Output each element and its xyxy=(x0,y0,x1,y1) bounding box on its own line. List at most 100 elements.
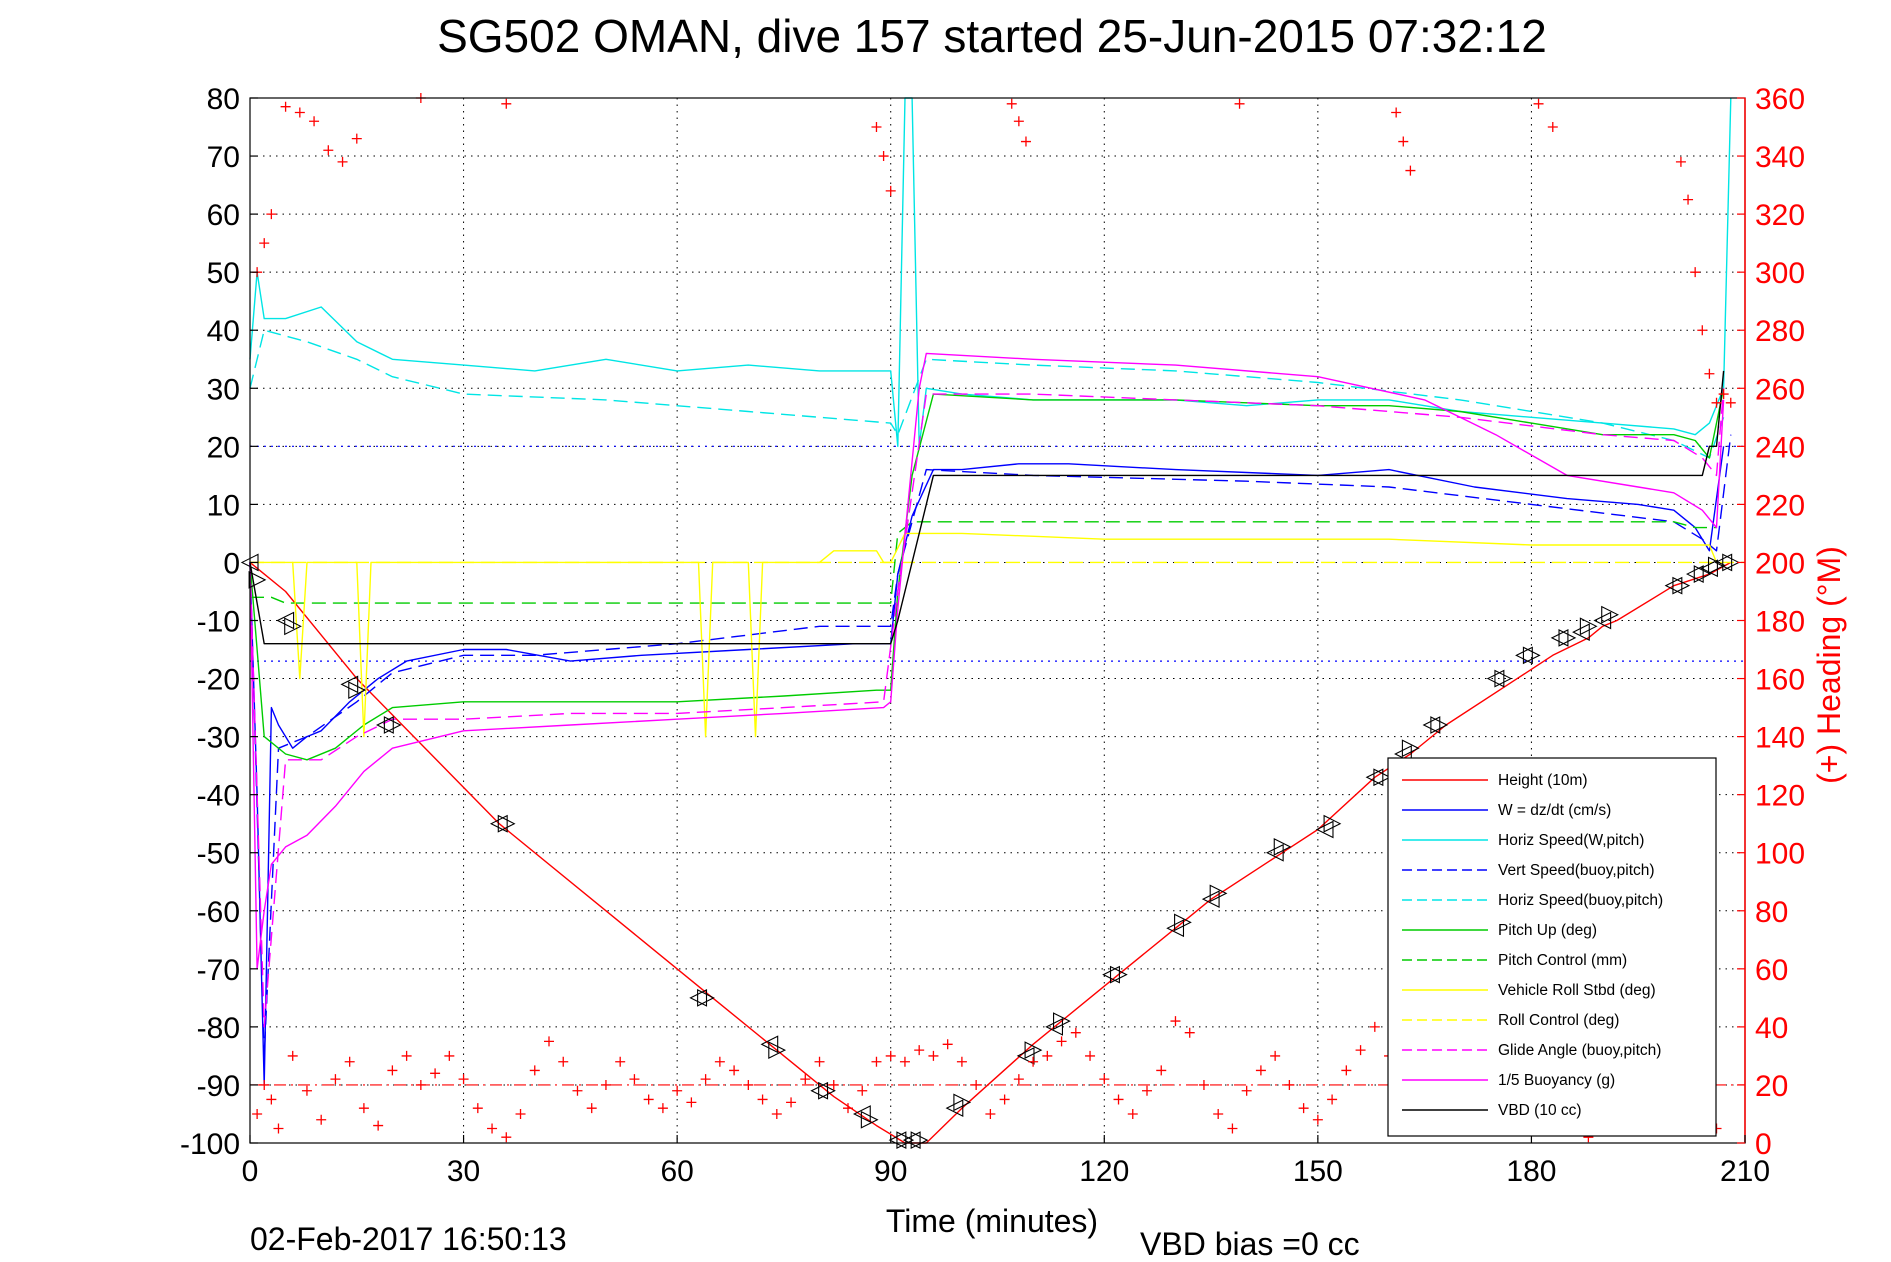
heading-point xyxy=(358,1103,369,1114)
heading-point xyxy=(444,1050,455,1061)
legend-entry: Vert Speed(buoy,pitch) xyxy=(1498,862,1655,879)
heading-point xyxy=(771,1108,782,1119)
legend-entry: Pitch Control (mm) xyxy=(1498,952,1627,969)
heading-point xyxy=(572,1085,583,1096)
heading-point xyxy=(729,1065,740,1076)
x-tick-label: 150 xyxy=(1293,1155,1343,1188)
heading-point xyxy=(600,1079,611,1090)
y-right-tick-label: 100 xyxy=(1755,838,1805,871)
legend-entry: 1/5 Buoyancy (g) xyxy=(1498,1072,1615,1089)
y-right-tick-label: 80 xyxy=(1755,896,1788,929)
heading-point xyxy=(1298,1103,1309,1114)
legend-entry: Glide Angle (buoy,pitch) xyxy=(1498,1042,1661,1059)
dive-marker xyxy=(248,570,267,589)
heading-point xyxy=(415,1079,426,1090)
x-tick-label: 210 xyxy=(1720,1155,1770,1188)
heading-point xyxy=(1391,107,1402,118)
x-tick-labels: 0 30 60 90 120 150 180 210 xyxy=(242,1135,1770,1188)
dive-marker xyxy=(1209,884,1228,903)
heading-point xyxy=(629,1074,640,1085)
y-right-tick-label: 200 xyxy=(1755,547,1805,580)
heading-point xyxy=(401,1050,412,1061)
dive-marker xyxy=(689,988,708,1007)
dive-marker xyxy=(945,1099,964,1118)
heading-point xyxy=(672,1085,683,1096)
heading-point xyxy=(458,1074,469,1085)
y-tick-label: 80 xyxy=(207,83,240,116)
heading-point xyxy=(266,1094,277,1105)
heading-point xyxy=(472,1103,483,1114)
heading-point xyxy=(1270,1050,1281,1061)
dive-marker xyxy=(1053,1012,1071,1030)
heading-point xyxy=(871,122,882,133)
x-tick-label: 180 xyxy=(1506,1155,1556,1188)
dive-marker xyxy=(1515,646,1533,665)
dive-marker xyxy=(383,716,402,734)
dive-marker xyxy=(896,1131,915,1149)
heading-point xyxy=(373,1120,384,1131)
dive-marker xyxy=(1572,623,1590,642)
heading-point xyxy=(1020,136,1031,147)
dive-marker xyxy=(1672,576,1691,595)
heading-point xyxy=(999,1094,1010,1105)
dive-marker xyxy=(818,1081,836,1100)
dive-marker xyxy=(1486,669,1505,688)
dive-marker xyxy=(902,1131,921,1149)
heading-point xyxy=(814,1056,825,1067)
heading-point xyxy=(294,107,305,118)
heading-point xyxy=(1028,1056,1039,1067)
heading-point xyxy=(1284,1079,1295,1090)
y-right-tick-label: 180 xyxy=(1755,606,1805,639)
y-tick-labels: 80 70 60 50 40 30 20 10 0 -10 -20 -30 -40 -50 -60 -70 -8… xyxy=(180,83,258,1161)
y-tick-label: -90 xyxy=(197,1070,240,1103)
dive-marker xyxy=(853,1105,871,1123)
dive-marker xyxy=(1016,1047,1035,1065)
y-right-tick-label: 220 xyxy=(1755,489,1805,522)
heading-point xyxy=(558,1056,569,1067)
heading-point xyxy=(686,1097,697,1108)
dive-marker xyxy=(1685,565,1704,583)
y-tick-label: 40 xyxy=(207,315,240,348)
dive-marker xyxy=(1700,559,1718,578)
heading-point xyxy=(885,1050,896,1061)
dive-marker xyxy=(888,1131,907,1149)
heading-point xyxy=(301,1085,312,1096)
footer-date: 02-Feb-2017 16:50:13 xyxy=(250,1221,567,1257)
dive-marker xyxy=(1522,646,1541,665)
heading-point xyxy=(1056,1036,1067,1047)
marker-pairs xyxy=(240,553,1740,1149)
heading-point xyxy=(1718,389,1729,400)
dive-marker xyxy=(768,1041,787,1059)
heading-point xyxy=(985,1108,996,1119)
dive-marker xyxy=(1714,553,1733,572)
y-right-tick-label: 240 xyxy=(1755,431,1805,464)
heading-point xyxy=(1405,165,1416,176)
heading-point xyxy=(942,1039,953,1050)
y-tick-label: -70 xyxy=(197,954,240,987)
y-right-tick-label: 140 xyxy=(1755,722,1805,755)
dive-marker xyxy=(340,675,359,694)
dive-marker xyxy=(1365,768,1384,787)
dive-marker xyxy=(1265,843,1284,862)
series-line-height-10m xyxy=(249,561,1732,1144)
x-tick-label: 60 xyxy=(660,1155,693,1188)
heading-point xyxy=(1127,1108,1138,1119)
y-right-tick-labels: 3603403203002802602402202001801601401201… xyxy=(1737,83,1805,1161)
series-line-pitch-up-deg xyxy=(249,388,1725,761)
chart-title: SG502 OMAN, dive 157 started 25-Jun-2015… xyxy=(437,10,1547,62)
heading-point xyxy=(643,1094,654,1105)
y-right-axis-label: (+) Heading (°M) xyxy=(1811,546,1847,784)
dive-marker xyxy=(1024,1041,1043,1059)
heading-point xyxy=(1085,1050,1096,1061)
y-tick-label: 60 xyxy=(207,199,240,232)
y-tick-label: -60 xyxy=(197,896,240,929)
legend-entry: Pitch Up (deg) xyxy=(1498,922,1597,939)
series-lines xyxy=(249,97,1745,1144)
dive-marker xyxy=(1550,629,1569,647)
heading-point xyxy=(1099,1074,1110,1085)
heading-point xyxy=(914,1045,925,1056)
heading-point xyxy=(1675,156,1686,167)
y-tick-label: 0 xyxy=(223,547,240,580)
heading-point xyxy=(1547,122,1558,133)
